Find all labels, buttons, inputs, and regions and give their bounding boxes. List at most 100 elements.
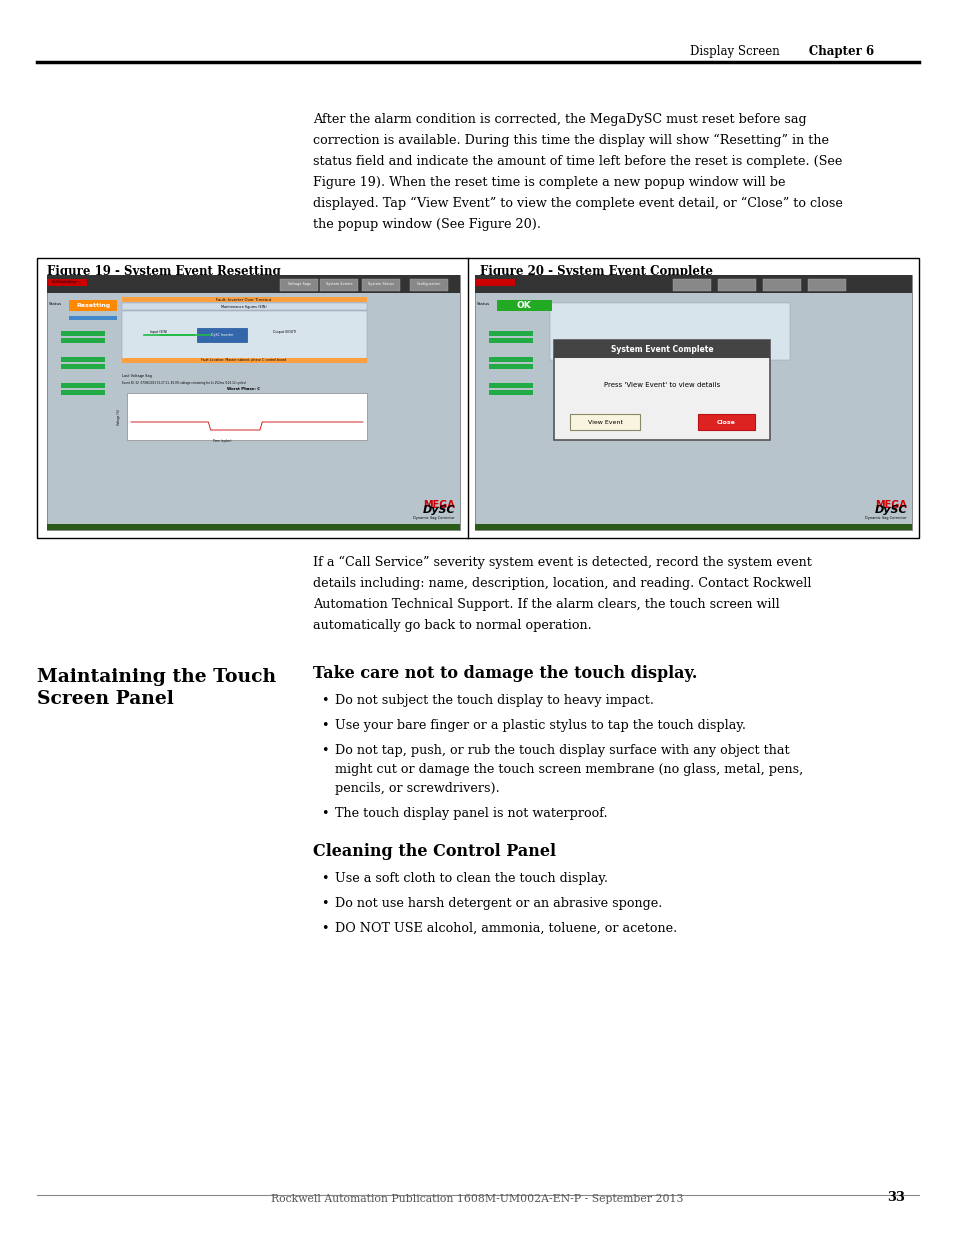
Text: Automation Technical Support. If the alarm clears, the touch screen will: Automation Technical Support. If the ala… — [313, 598, 779, 611]
Bar — [475, 275, 911, 530]
Text: Worst Phase: C: Worst Phase: C — [227, 387, 260, 391]
Bar — [489, 331, 533, 336]
Text: Configuration: Configuration — [416, 282, 440, 287]
Text: DySC: DySC — [422, 505, 455, 515]
Text: DO NOT USE alcohol, ammonia, toluene, or acetone.: DO NOT USE alcohol, ammonia, toluene, or… — [335, 923, 677, 935]
Text: Use your bare finger or a plastic stylus to tap the touch display.: Use your bare finger or a plastic stylus… — [335, 719, 745, 732]
Text: Figure 19 - System Event Resetting: Figure 19 - System Event Resetting — [47, 266, 280, 278]
Bar — [762, 279, 801, 291]
Bar — [672, 279, 710, 291]
Bar — [475, 275, 911, 293]
Text: the popup window (See Figure 20).: the popup window (See Figure 20). — [313, 219, 540, 231]
Bar — [489, 357, 533, 362]
Text: Dynamic Sag Corrector: Dynamic Sag Corrector — [413, 516, 455, 520]
Text: •: • — [320, 719, 328, 732]
Bar — [489, 364, 533, 369]
Text: Last Voltage Sag: Last Voltage Sag — [122, 374, 152, 378]
Bar — [69, 300, 117, 311]
Text: DySC: DySC — [874, 505, 906, 515]
Bar — [69, 316, 117, 320]
Text: If a “Call Service” severity system event is detected, record the system event: If a “Call Service” severity system even… — [313, 556, 811, 569]
Text: Chapter 6: Chapter 6 — [780, 46, 873, 58]
Text: MEGA: MEGA — [423, 500, 455, 510]
Text: Dynamic Sag Corrector: Dynamic Sag Corrector — [864, 516, 906, 520]
Bar — [61, 357, 105, 362]
Text: •: • — [320, 806, 328, 820]
Text: Rockwell Automation Publication 1608M-UM002A-EN-P - September 2013: Rockwell Automation Publication 1608M-UM… — [271, 1194, 682, 1204]
Text: After the alarm condition is corrected, the MegaDySC must reset before sag: After the alarm condition is corrected, … — [313, 112, 806, 126]
Text: Fault Location: Master cabinet, phase C control board: Fault Location: Master cabinet, phase C … — [201, 358, 286, 362]
Text: Status: Status — [476, 303, 490, 306]
Text: •: • — [320, 743, 328, 757]
Bar — [47, 275, 459, 530]
Bar — [47, 279, 87, 287]
Bar — [61, 390, 105, 395]
Bar — [47, 275, 459, 293]
Text: Fault: Inverter Over Timeout: Fault: Inverter Over Timeout — [216, 298, 272, 303]
Bar — [807, 279, 845, 291]
Text: Resetting: Resetting — [76, 303, 110, 308]
Text: Voltage (%): Voltage (%) — [117, 409, 121, 425]
Text: System Event Complete: System Event Complete — [610, 345, 713, 353]
Text: •: • — [320, 897, 328, 910]
Text: Maintenance figures (EIN): Maintenance figures (EIN) — [221, 305, 267, 309]
Bar — [61, 331, 105, 336]
Bar — [280, 279, 317, 291]
Bar — [122, 296, 367, 303]
Bar — [554, 340, 769, 358]
Bar — [61, 364, 105, 369]
Text: Maintaining the Touch
Screen Panel: Maintaining the Touch Screen Panel — [37, 668, 275, 708]
Text: Press 'View Event' to view details: Press 'View Event' to view details — [603, 382, 720, 388]
Text: Figure 20 - System Event Complete: Figure 20 - System Event Complete — [479, 266, 712, 278]
Bar — [475, 279, 515, 287]
Text: Status: Status — [49, 303, 62, 306]
Bar — [410, 279, 448, 291]
Text: 33: 33 — [886, 1191, 904, 1204]
Bar — [319, 279, 357, 291]
Bar — [550, 303, 789, 359]
Text: The touch display panel is not waterproof.: The touch display panel is not waterproo… — [335, 806, 607, 820]
Bar — [361, 279, 399, 291]
Text: Do not use harsh detergent or an abrasive sponge.: Do not use harsh detergent or an abrasiv… — [335, 897, 661, 910]
Text: Input (EIN): Input (EIN) — [151, 330, 168, 333]
Bar — [489, 338, 533, 343]
Bar — [489, 383, 533, 388]
Text: Event ID: 32  07/09/2013 15:27:11, 49.0% voltage remaining for 2s 252ms (116.12 : Event ID: 32 07/09/2013 15:27:11, 49.0% … — [122, 382, 246, 385]
Text: status field and indicate the amount of time left before the reset is complete. : status field and indicate the amount of … — [313, 156, 841, 168]
Text: System Events: System Events — [325, 282, 352, 287]
Bar — [61, 338, 105, 343]
Text: Time (cycles): Time (cycles) — [213, 438, 231, 443]
Text: Take care not to damage the touch display.: Take care not to damage the touch displa… — [313, 664, 697, 682]
Bar — [47, 524, 459, 530]
Text: •: • — [320, 923, 328, 935]
Bar — [489, 390, 533, 395]
Text: Use a soft cloth to clean the touch display.: Use a soft cloth to clean the touch disp… — [335, 872, 607, 885]
Bar — [475, 524, 911, 530]
Text: •: • — [320, 872, 328, 885]
Text: details including: name, description, location, and reading. Contact Rockwell: details including: name, description, lo… — [313, 577, 811, 590]
Bar — [61, 383, 105, 388]
Text: MEGA: MEGA — [874, 500, 906, 510]
Bar — [698, 414, 754, 430]
Text: OK: OK — [517, 300, 531, 310]
Bar — [122, 311, 367, 359]
Text: automatically go back to normal operation.: automatically go back to normal operatio… — [313, 619, 591, 632]
Text: SoftSwitching™: SoftSwitching™ — [52, 280, 80, 284]
Bar — [127, 393, 367, 440]
Text: Cleaning the Control Panel: Cleaning the Control Panel — [313, 844, 556, 860]
Bar — [718, 279, 755, 291]
Text: Output (EOUT): Output (EOUT) — [273, 330, 296, 333]
Bar — [554, 340, 769, 440]
Text: View Event: View Event — [587, 420, 621, 425]
Text: correction is available. During this time the display will show “Resetting” in t: correction is available. During this tim… — [313, 135, 828, 147]
Bar — [37, 258, 918, 538]
Text: pencils, or screwdrivers).: pencils, or screwdrivers). — [335, 782, 499, 795]
Text: Do not tap, push, or rub the touch display surface with any object that: Do not tap, push, or rub the touch displ… — [335, 743, 789, 757]
Text: Display Screen: Display Screen — [690, 46, 780, 58]
Text: Do not subject the touch display to heavy impact.: Do not subject the touch display to heav… — [335, 694, 654, 706]
Text: System Status: System Status — [368, 282, 394, 287]
Text: Voltage Sags: Voltage Sags — [287, 282, 310, 287]
Bar — [122, 303, 367, 310]
Text: Figure 19). When the reset time is complete a new popup window will be: Figure 19). When the reset time is compl… — [313, 177, 784, 189]
Bar — [122, 358, 367, 363]
